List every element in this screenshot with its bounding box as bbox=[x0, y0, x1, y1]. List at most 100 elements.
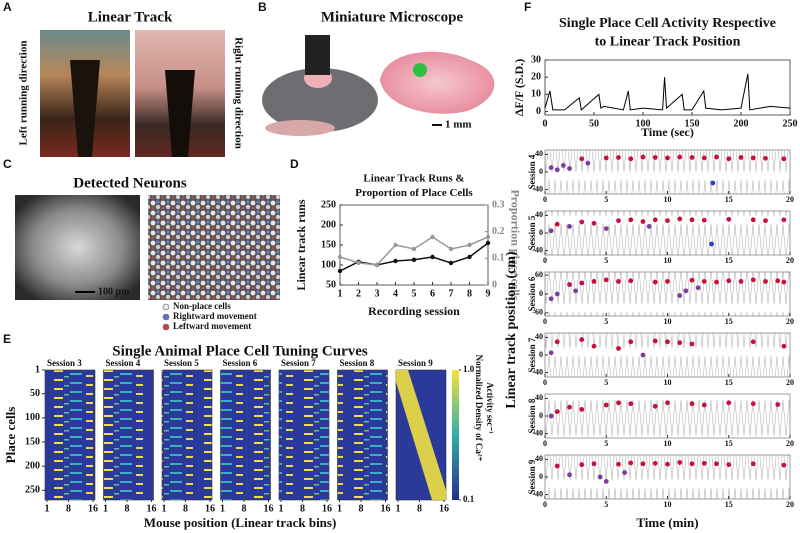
heatmap bbox=[103, 369, 154, 501]
y2-axis-label: Proportion place cells bbox=[508, 189, 522, 300]
x-tick-label: 0 bbox=[543, 378, 547, 387]
x-tick-label: 1 bbox=[337, 503, 342, 514]
y-tick-label: 40 bbox=[535, 393, 543, 402]
place-event bbox=[665, 218, 670, 224]
panel-label: A bbox=[3, 0, 12, 14]
place-event bbox=[750, 277, 756, 283]
session-label: Session 6 bbox=[223, 358, 258, 368]
session-label: Session 8 bbox=[340, 358, 375, 368]
y-tick-label: 150 bbox=[321, 239, 336, 250]
data-point bbox=[393, 258, 398, 264]
place-event bbox=[701, 217, 707, 223]
x-tick-label: 15 bbox=[725, 256, 733, 265]
x-tick-label: 0 bbox=[543, 195, 547, 204]
y-tick-label: -40 bbox=[532, 184, 543, 193]
x-axis-label: Mouse position (Linear track bins) bbox=[144, 515, 337, 530]
heatmap bbox=[161, 369, 213, 501]
place-event bbox=[710, 180, 716, 186]
x-tick-label: 16 bbox=[88, 503, 98, 514]
x-tick-label: 250 bbox=[783, 118, 798, 129]
data-point bbox=[411, 246, 417, 252]
place-event bbox=[548, 350, 554, 356]
place-event bbox=[579, 462, 585, 468]
x-tick-label: 8 bbox=[358, 503, 363, 514]
place-event bbox=[628, 401, 634, 407]
x-tick-label: 8 bbox=[467, 288, 472, 299]
y-tick-label: 0 bbox=[539, 289, 543, 298]
place-event bbox=[726, 156, 732, 162]
y-tick-label: 10 bbox=[531, 89, 541, 100]
place-event bbox=[548, 296, 554, 302]
x-tick-label: 7 bbox=[449, 288, 454, 299]
data-point bbox=[448, 246, 454, 252]
x-tick-label: 10 bbox=[664, 256, 672, 265]
implant-site bbox=[413, 63, 427, 77]
place-event bbox=[689, 401, 695, 407]
y2-tick-label: 0.1 bbox=[492, 253, 505, 264]
y-tick-label: 0 bbox=[539, 350, 543, 359]
place-event bbox=[689, 155, 695, 160]
y2-tick-label: 0.2 bbox=[492, 226, 505, 237]
data-point bbox=[467, 254, 472, 260]
y-tick-label: 100 bbox=[25, 412, 40, 423]
data-point bbox=[430, 234, 435, 240]
x-tick-label: 3 bbox=[375, 288, 380, 299]
x-tick-label: 2 bbox=[356, 288, 361, 299]
place-event bbox=[628, 156, 634, 162]
place-event bbox=[603, 402, 609, 408]
session-label: Session 8 bbox=[527, 398, 537, 433]
y-tick-label: 40 bbox=[535, 332, 543, 341]
data-point bbox=[393, 242, 398, 248]
y-tick-label: 20 bbox=[531, 71, 541, 82]
place-event bbox=[763, 155, 768, 161]
place-event bbox=[652, 217, 658, 223]
x-tick-label: 50 bbox=[589, 118, 599, 129]
y-tick-label: 40 bbox=[535, 149, 543, 158]
place-event bbox=[603, 155, 609, 161]
x-tick-label: 5 bbox=[604, 256, 608, 265]
x-tick-label: 0 bbox=[543, 500, 547, 509]
x-tick-label: 8 bbox=[300, 503, 305, 514]
legend-label: Non-place cells bbox=[173, 301, 231, 311]
y-tick-label: -40 bbox=[532, 245, 543, 254]
x-tick-label: 1 bbox=[279, 503, 284, 514]
place-event bbox=[652, 403, 658, 409]
place-event bbox=[603, 479, 609, 484]
x-tick-label: 1 bbox=[45, 503, 50, 514]
chart-title: to Linear Track Position bbox=[595, 34, 741, 49]
heatmap bbox=[337, 369, 388, 501]
x-tick-label: 15 bbox=[725, 500, 733, 509]
place-event bbox=[597, 474, 603, 480]
place-event bbox=[652, 279, 658, 285]
place-event bbox=[726, 216, 732, 222]
x-tick-label: 10 bbox=[664, 500, 672, 509]
place-event bbox=[640, 461, 646, 467]
place-event bbox=[652, 155, 658, 160]
place-event bbox=[677, 340, 683, 346]
y-tick-label: 50 bbox=[30, 388, 40, 399]
data-point bbox=[411, 257, 417, 262]
y-tick-label: 0 bbox=[539, 228, 543, 237]
place-event bbox=[652, 338, 658, 344]
y-tick-label: 150 bbox=[25, 436, 40, 447]
place-event bbox=[750, 155, 756, 161]
data-point bbox=[337, 254, 343, 260]
place-event bbox=[775, 402, 781, 407]
place-event bbox=[689, 217, 695, 223]
place-event bbox=[665, 339, 670, 345]
y-axis-label: ΔF/F (S.D.) bbox=[512, 59, 526, 116]
x-tick-label: 5 bbox=[604, 378, 608, 387]
data-point bbox=[467, 242, 472, 248]
place-event bbox=[640, 352, 646, 358]
place-event bbox=[689, 461, 695, 467]
y-tick-label: 30 bbox=[531, 54, 541, 65]
side-label: Right running direction bbox=[232, 37, 244, 149]
colorbar-label: Activity sec⁻¹ bbox=[485, 382, 495, 434]
panel-title: Miniature Microscope bbox=[321, 9, 464, 25]
plot-frame bbox=[544, 59, 791, 116]
x-tick-label: 200 bbox=[734, 118, 749, 129]
mouse-photo bbox=[265, 120, 335, 136]
place-event bbox=[616, 346, 621, 351]
place-event bbox=[640, 154, 646, 160]
